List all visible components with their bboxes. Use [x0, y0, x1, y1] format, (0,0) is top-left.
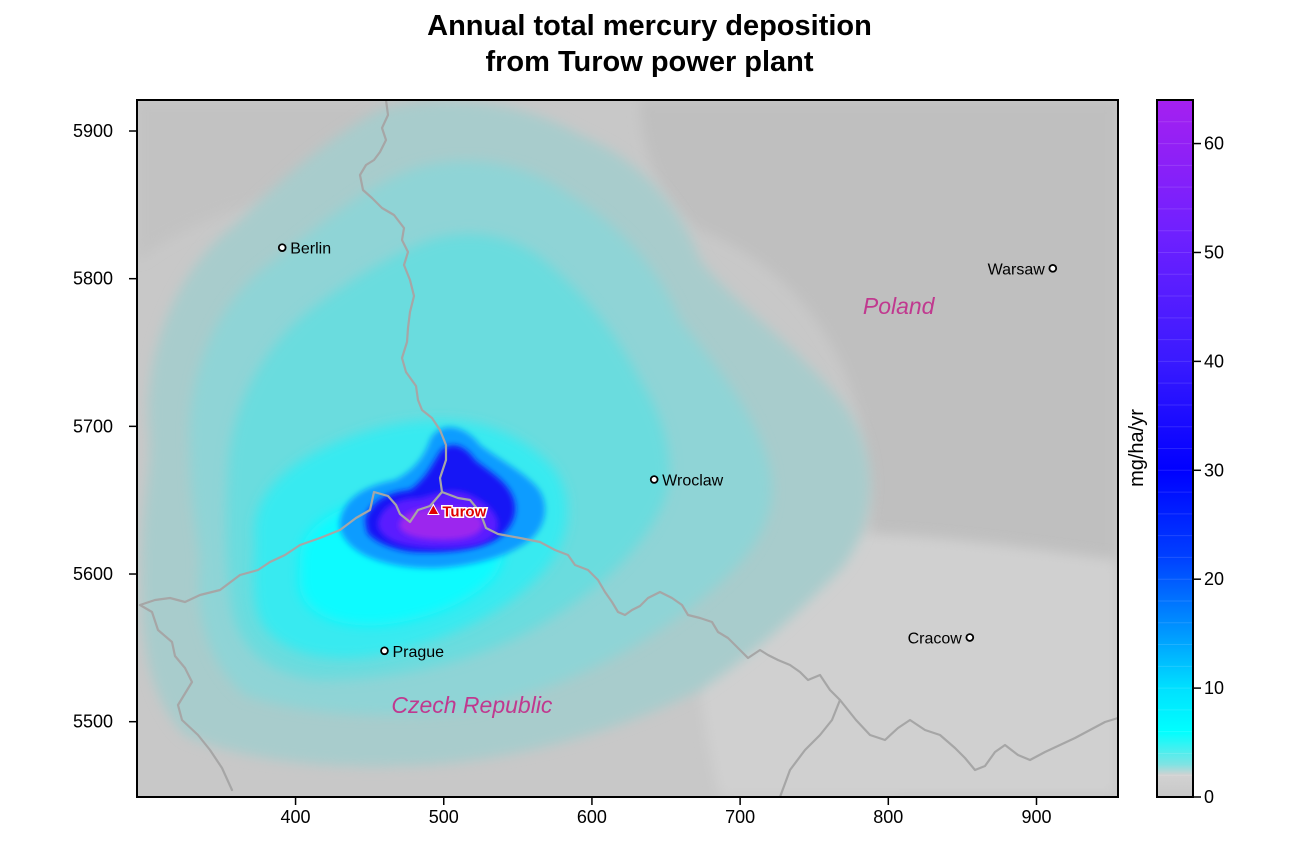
- border-czech-west: [138, 603, 234, 792]
- city-label: Wroclaw: [662, 473, 723, 490]
- chart-title: Annual total mercury deposition from Tur…: [0, 8, 1299, 80]
- country-labels: Poland Czech Republic: [391, 293, 935, 718]
- city-marker-icon: [380, 646, 389, 656]
- border-czech-poland: [138, 490, 1118, 772]
- y-axis: 5500 5600 5700 5800 5900: [73, 121, 137, 732]
- city-label: Prague: [392, 644, 444, 661]
- country-borders: [138, 100, 1118, 797]
- y-tick-label: 5700: [73, 416, 113, 436]
- city-marker-icon: [1048, 264, 1058, 273]
- x-tick-label: 700: [725, 807, 755, 827]
- colorbar-tick-label: 0: [1204, 787, 1214, 807]
- colorbar: 0 10 20 30 40 50 60 mg/ha/yr: [1126, 99, 1224, 807]
- colorbar-tick-label: 30: [1204, 460, 1224, 480]
- colorbar-tick-label: 40: [1204, 351, 1224, 371]
- x-tick-label: 800: [873, 807, 903, 827]
- colorbar-tick-label: 60: [1204, 134, 1224, 154]
- y-tick-label: 5500: [73, 712, 113, 732]
- x-tick-label: 500: [429, 807, 459, 827]
- border-germany-poland: [358, 100, 448, 494]
- colorbar-frame: [1156, 99, 1194, 798]
- city-marker-icon: [965, 633, 975, 642]
- colorbar-ticks: 0 10 20 30 40 50 60: [1193, 134, 1224, 807]
- city-label: Warsaw: [988, 261, 1046, 278]
- map-frame: [136, 99, 1119, 798]
- triangle-icon: [427, 503, 440, 516]
- city-markers: Berlin Warsaw Wroclaw Prague Cracow: [277, 241, 1058, 661]
- colorbar-fill: [1157, 100, 1193, 797]
- colorbar-label: mg/ha/yr: [1126, 409, 1148, 487]
- city-wroclaw: Wroclaw: [649, 473, 724, 490]
- deposition-layer-peak: [399, 506, 483, 540]
- title-line-2: from Turow power plant: [485, 46, 814, 78]
- plant-label: Turow: [442, 504, 486, 521]
- x-tick-label: 900: [1021, 807, 1051, 827]
- y-tick-label: 5600: [73, 564, 113, 584]
- x-axis: 400 500 600 700 800 900: [281, 797, 1052, 827]
- power-plant-marker: Turow: [427, 502, 488, 522]
- title-line-1: Annual total mercury deposition: [427, 10, 872, 42]
- y-tick-label: 5900: [73, 121, 113, 141]
- city-prague: Prague: [380, 644, 444, 661]
- map-panel: [137, 100, 1118, 797]
- colorbar-tick-label: 50: [1204, 242, 1224, 262]
- city-cracow: Cracow: [908, 631, 975, 648]
- colorbar-bands: [1157, 121, 1193, 776]
- y-tick-label: 5800: [73, 269, 113, 289]
- city-label: Cracow: [908, 631, 963, 648]
- colorbar-tick-label: 20: [1204, 569, 1224, 589]
- city-warsaw: Warsaw: [988, 261, 1058, 278]
- x-tick-label: 400: [281, 807, 311, 827]
- border-czech-slovakia: [778, 698, 842, 797]
- country-label-czech-republic: Czech Republic: [391, 692, 553, 718]
- x-tick-label: 600: [577, 807, 607, 827]
- colorbar-tick-label: 10: [1204, 678, 1224, 698]
- city-marker-icon: [649, 475, 659, 484]
- city-berlin: Berlin: [277, 241, 331, 258]
- country-label-poland: Poland: [863, 293, 936, 319]
- city-label: Berlin: [290, 241, 331, 258]
- city-marker-icon: [277, 243, 287, 252]
